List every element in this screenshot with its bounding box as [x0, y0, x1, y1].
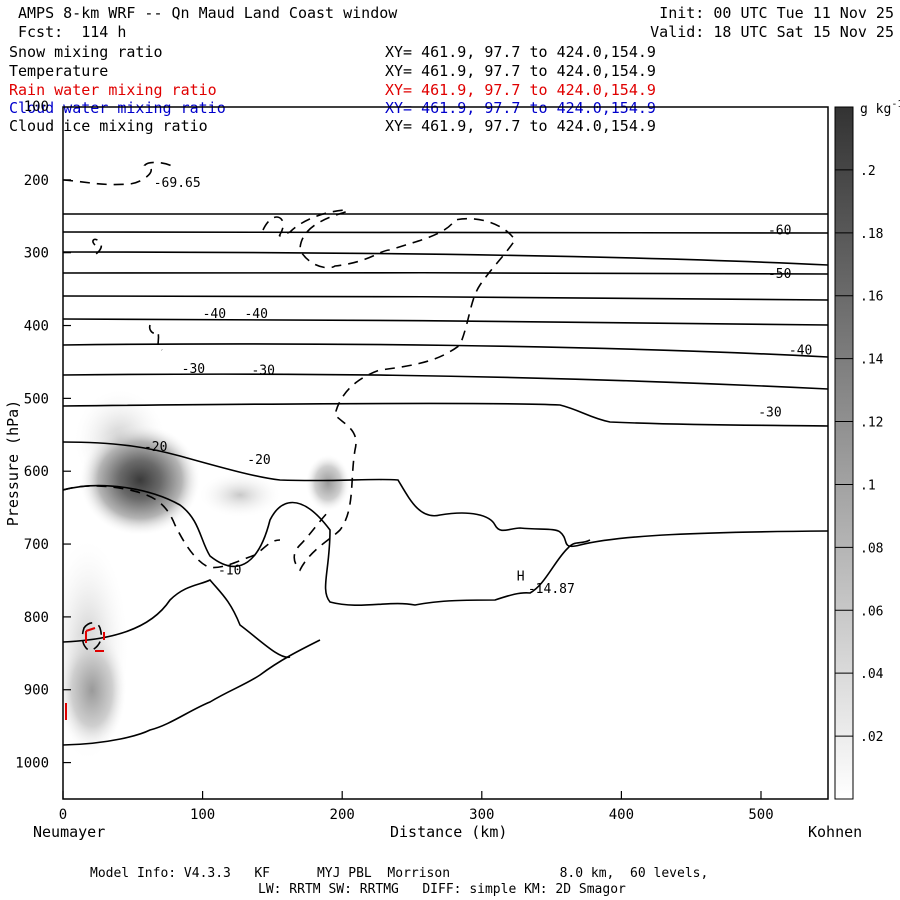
annotation-label: H: [517, 569, 525, 584]
x-tick-label: 0: [59, 807, 67, 823]
temperature-contour-label: -10: [218, 564, 241, 579]
colorbar: .02 .04 .06 .08 .1 .12 .14 .16 .18 .2 g kg-1: [834, 99, 900, 800]
plot-frame: [62, 106, 829, 800]
colorbar-tick-label: .18: [860, 227, 883, 242]
legend-xy-temperature: XY= 461.9, 97.7 to 424.0,154.9: [385, 62, 656, 80]
legend-field-cloud-ice: Cloud ice mixing ratio: [9, 117, 208, 135]
legend-xy-cloud-water: XY= 461.9, 97.7 to 424.0,154.9: [385, 99, 656, 117]
legend-field-temperature: Temperature: [9, 62, 109, 80]
colorbar-unit-label: g kg-1: [860, 99, 900, 117]
chart-title: AMPS 8-km WRF -- Qn Maud Land Coast wind…: [18, 4, 398, 22]
shade-core-blob: [80, 425, 200, 535]
colorbar-fill: [834, 106, 854, 800]
x-tick-label: 300: [469, 807, 494, 823]
rain-water-contours: [65, 627, 105, 720]
legend-xy-rain: XY= 461.9, 97.7 to 424.0,154.9: [385, 81, 656, 99]
y-tick-label-top: 100: [24, 99, 49, 115]
contour-labels: -60 -50 -40 -40 -40 -30 -30 -30 -20 -20 -10 -69.65 H…: [144, 176, 812, 597]
temperature-contours: [63, 213, 828, 746]
colorbar-tick-label: .06: [860, 604, 883, 619]
legend-xy-snow: XY= 461.9, 97.7 to 424.0,154.9: [385, 43, 656, 61]
shade-lower-blob: [63, 630, 126, 750]
x-tick-label: 500: [748, 807, 773, 823]
legend-xy-cloud-ice: XY= 461.9, 97.7 to 424.0,154.9: [385, 117, 656, 135]
colorbar-tick-label: .12: [860, 416, 883, 431]
x-tick-label: 400: [609, 807, 634, 823]
temperature-contour-label: -50: [768, 267, 791, 282]
colorbar-tick-label: .04: [860, 667, 884, 682]
annotation-label: -69.65: [154, 176, 201, 191]
temperature-contour-label: -30: [251, 363, 274, 378]
y-axis-label: Pressure (hPa): [4, 399, 23, 527]
y-tick-label: 400: [24, 319, 49, 335]
x-tick-label: 200: [330, 807, 355, 823]
temperature-contour-label: -40: [203, 307, 226, 322]
legend-field-snow: Snow mixing ratio: [9, 43, 163, 61]
temperature-contour-label: -60: [768, 223, 791, 238]
temperature-contour-label: -40: [789, 344, 812, 359]
y-tick-label: 900: [24, 683, 49, 699]
valid-time: Valid: 18 UTC Sat 15 Nov 25: [650, 23, 894, 41]
colorbar-tick-label: .02: [860, 730, 883, 745]
legend-field-rain: Rain water mixing ratio: [9, 81, 217, 99]
colorbar-tick-label: .14: [860, 353, 884, 368]
shade-right-blob: [306, 455, 350, 511]
y-tick-label: 500: [24, 391, 49, 407]
temperature-contour-label: -20: [144, 440, 167, 455]
temperature-contour-label: -20: [247, 453, 270, 468]
y-tick-label: 600: [24, 464, 49, 480]
forecast-hour: Fcst: 114 h: [18, 23, 127, 41]
y-tick-label: 1000: [15, 756, 49, 772]
model-info-line1: Model Info: V4.3.3 KF MYJ PBL Morrison 8…: [90, 866, 709, 881]
x-axis-label: Distance (km): [390, 823, 508, 841]
legend-field-cloud-water: Cloud water mixing ratio: [9, 99, 226, 117]
model-info-line2: LW: RRTM SW: RRTMG DIFF: simple KM: 2D S…: [258, 882, 626, 897]
shading-layer: [63, 390, 350, 760]
init-time: Init: 00 UTC Tue 11 Nov 25: [659, 4, 894, 22]
temperature-contour-label: -30: [758, 406, 781, 421]
colorbar-tick-label: .1: [860, 478, 876, 493]
colorbar-tick-label: .16: [860, 290, 883, 305]
y-tick-label: 200: [24, 173, 49, 189]
x-tick-label: 100: [190, 807, 215, 823]
temperature-contour-label: -40: [244, 307, 267, 322]
left-endpoint-label: Neumayer: [33, 823, 106, 841]
axis-ticks: [62, 179, 762, 799]
y-tick-label: 700: [24, 537, 49, 553]
tick-labels: 0 100 200 300 400 500 200 300 400 500 600 700 800 900…: [15, 99, 773, 823]
colorbar-tick-label: .08: [860, 541, 883, 556]
shade-tail: [200, 473, 280, 517]
annotation-label: -14.87: [528, 582, 575, 597]
colorbar-ticks: .02 .04 .06 .08 .1 .12 .14 .16 .18 .2: [835, 164, 884, 745]
temperature-contour-label: -30: [182, 362, 205, 377]
right-endpoint-label: Kohnen: [808, 823, 863, 841]
y-tick-label: 300: [24, 246, 49, 262]
y-tick-label: 800: [24, 610, 49, 626]
cloud-ice-contours: [63, 161, 516, 652]
colorbar-tick-label: .2: [860, 164, 876, 179]
